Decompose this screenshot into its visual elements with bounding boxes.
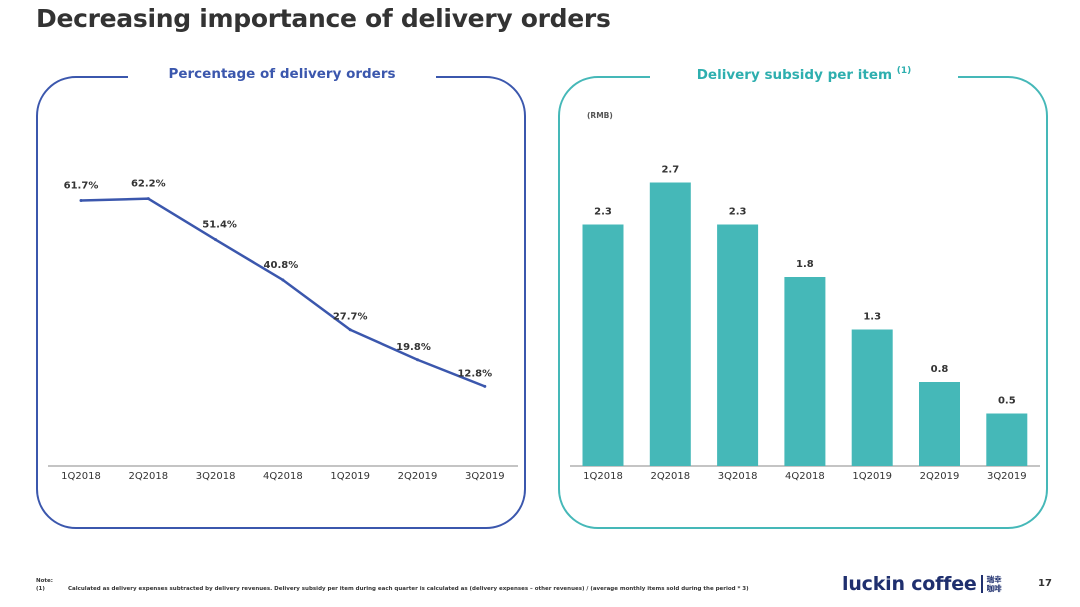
x-tick-label-2Q2019: 2Q2019 [398, 471, 438, 482]
logo-chinese: 瑞幸 咖啡 [987, 575, 1002, 593]
bar-1Q2019 [851, 329, 893, 466]
line-point-3Q2018 [214, 238, 218, 242]
bar-2Q2018 [649, 182, 691, 466]
logo-chinese-bottom: 咖啡 [986, 584, 1002, 593]
logo-chinese-top: 瑞幸 [986, 575, 1002, 584]
bar-chart-title-footnote: (1) [896, 66, 912, 76]
line-point-2Q2019 [416, 358, 419, 362]
line-value-label-3Q2018: 51.4% [202, 220, 237, 231]
page-title: Decreasing importance of delivery orders [36, 4, 611, 33]
line-value-label-4Q2018: 40.8% [264, 260, 299, 271]
luckin-coffee-logo: luckin coffee 瑞幸 咖啡 [842, 570, 1002, 598]
bar-2Q2019 [919, 382, 960, 466]
line-point-1Q2019 [348, 328, 352, 332]
x-tick-label-3Q2018: 3Q2018 [196, 471, 236, 482]
y-axis-unit-label: (RMB) [587, 111, 613, 120]
bar-value-label-2Q2019: 0.8 [931, 364, 949, 375]
delivery-orders-panel: Percentage of delivery orders 61.7% 1Q201… [36, 66, 526, 529]
x-tick-label-3Q2018: 3Q2018 [718, 471, 758, 482]
x-tick-label-1Q2019: 1Q2019 [330, 471, 370, 482]
line-point-2Q2018 [146, 197, 150, 201]
bar-value-label-3Q2019: 0.5 [998, 396, 1016, 407]
line-point-4Q2018 [281, 278, 285, 282]
bar-chart-title: Delivery subsidy per item (1) [650, 66, 958, 83]
delivery-subsidy-bar-chart: (RMB) 2.3 1Q2018 2.7 2Q2018 2.3 3Q2018 1.8 4Q201… [570, 111, 1040, 482]
x-tick-label-1Q2018: 1Q2018 [61, 471, 101, 482]
x-tick-label-3Q2019: 3Q2019 [987, 471, 1027, 482]
x-tick-label-2Q2018: 2Q2018 [650, 471, 690, 482]
delivery-orders-line-chart: 61.7% 1Q2018 62.2% 2Q2018 51.4% 3Q2018 40.8% 4Q… [48, 179, 518, 482]
x-tick-label-4Q2018: 4Q2018 [785, 471, 825, 482]
delivery-subsidy-panel: Delivery subsidy per item (1) (RMB) 2.3 1Q… [558, 66, 1048, 529]
line-value-label-1Q2018: 61.7% [64, 181, 99, 192]
x-tick-label-1Q2019: 1Q2019 [852, 471, 892, 482]
x-tick-label-1Q2018: 1Q2018 [583, 471, 623, 482]
bar-1Q2018 [582, 224, 624, 466]
bar-value-label-1Q2019: 1.3 [863, 312, 881, 323]
bar-3Q2019 [986, 413, 1028, 466]
bar-4Q2018 [784, 277, 826, 466]
line-value-label-3Q2019: 12.8% [457, 368, 492, 379]
line-point-1Q2018 [79, 199, 83, 203]
line-value-label-2Q2019: 19.8% [396, 342, 431, 353]
footnote-number: (1) [36, 586, 45, 592]
logo-divider [980, 575, 983, 593]
logo-wordmark: luckin coffee [842, 573, 977, 595]
bar-chart-title-text: Delivery subsidy per item [696, 67, 893, 83]
line-value-label-2Q2018: 62.2% [131, 179, 166, 190]
bar-3Q2018 [717, 224, 759, 466]
bar-value-label-4Q2018: 1.8 [796, 259, 814, 270]
page-number: 17 [1038, 578, 1052, 589]
bar-value-label-2Q2018: 2.7 [661, 165, 679, 176]
footnote-label: Note: [36, 578, 53, 584]
line-chart-title: Percentage of delivery orders [128, 66, 436, 82]
line-value-label-1Q2019: 27.7% [333, 312, 368, 323]
x-tick-label-2Q2018: 2Q2018 [128, 471, 168, 482]
bar-value-label-1Q2018: 2.3 [594, 207, 612, 218]
bar-value-label-3Q2018: 2.3 [729, 207, 747, 218]
x-tick-label-2Q2019: 2Q2019 [920, 471, 960, 482]
footnote-text: Calculated as delivery expenses subtract… [68, 586, 749, 592]
delivery-orders-series-line [80, 197, 486, 388]
line-point-3Q2019 [483, 384, 487, 388]
x-tick-label-4Q2018: 4Q2018 [263, 471, 303, 482]
x-tick-label-3Q2019: 3Q2019 [465, 471, 505, 482]
